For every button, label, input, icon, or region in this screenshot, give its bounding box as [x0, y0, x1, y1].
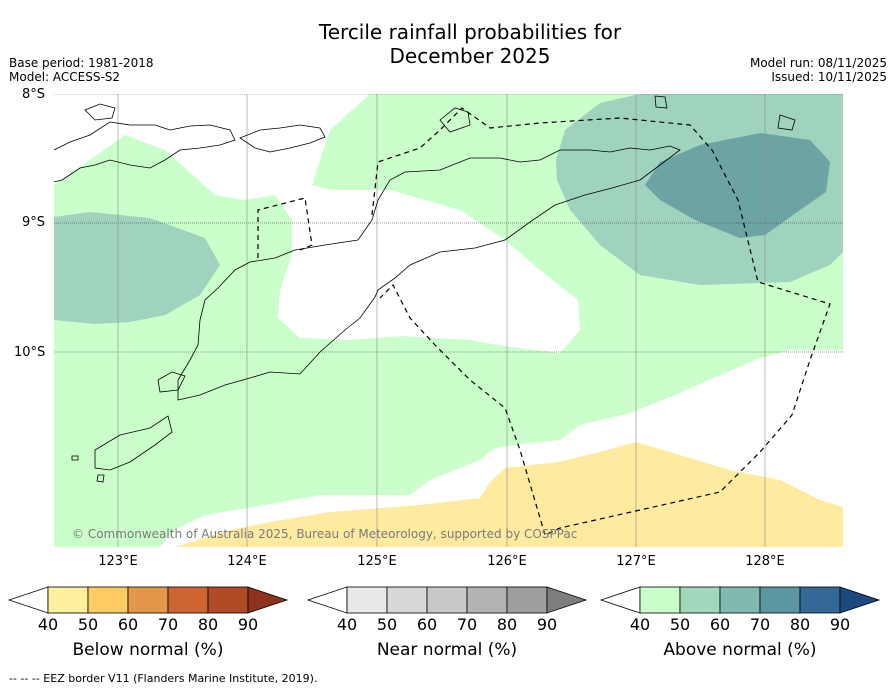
island-small-6 — [96, 474, 105, 483]
colorbar-above-normal — [599, 586, 881, 614]
cb-below-tick: 80 — [197, 615, 219, 634]
lat-label-9s: 9°S — [22, 215, 46, 230]
timor-coastline — [177, 145, 681, 401]
cb-above-tick: 60 — [709, 615, 731, 634]
lon-label-128e: 128°E — [745, 554, 785, 569]
colorbar-near-normal — [306, 586, 588, 614]
coastlines — [54, 95, 796, 483]
cb-near-tick: 60 — [416, 615, 438, 634]
lon-label-125e: 125°E — [357, 554, 397, 569]
map-canvas: © Commonwealth of Australia 2025, Bureau… — [54, 94, 843, 547]
island-small-2 — [654, 95, 668, 109]
island-small-5 — [71, 455, 79, 461]
cb-near-upper-ext — [546, 586, 588, 614]
cb-above-tick: 90 — [829, 615, 851, 634]
cb-below-tick: 50 — [77, 615, 99, 634]
island-small-1 — [84, 103, 116, 121]
rote-coastline — [157, 371, 186, 393]
cb-above-label: Above normal (%) — [663, 640, 817, 660]
flores-coastline — [54, 121, 236, 183]
cb-near-tick: 50 — [376, 615, 398, 634]
title-line-2: December 2025 — [389, 44, 551, 68]
colorbars — [7, 586, 881, 614]
meta-left: Base period: 1981-2018 Model: ACCESS-S2 — [9, 56, 154, 84]
above-normal-60-70-core — [645, 133, 830, 238]
base-period: Base period: 1981-2018 — [9, 56, 154, 70]
lon-label-127e: 127°E — [616, 554, 656, 569]
cb-below-seg-1 — [47, 586, 89, 614]
map-title: Tercile rainfall probabilities for Decem… — [0, 20, 896, 68]
lon-label-126e: 126°E — [487, 554, 527, 569]
eez-border — [257, 107, 831, 536]
cb-below-seg-5 — [207, 586, 249, 614]
cb-below-label: Below normal (%) — [72, 640, 224, 660]
cb-below-seg-4 — [167, 586, 209, 614]
island-small-4 — [439, 107, 471, 133]
cb-above-upper-ext — [839, 586, 881, 614]
cb-near-seg-3 — [426, 586, 468, 614]
island-small-3 — [777, 114, 796, 131]
cb-above-tick: 80 — [789, 615, 811, 634]
model-name: Model: ACCESS-S2 — [9, 70, 121, 84]
cb-above-tick: 70 — [749, 615, 771, 634]
cb-below-tick: 70 — [157, 615, 179, 634]
cb-near-seg-5 — [506, 586, 548, 614]
cb-below-lower-ext — [7, 586, 49, 614]
eez-footnote: -- -- -- EEZ border V11 (Flanders Marine… — [9, 672, 318, 685]
cb-near-tick: 80 — [496, 615, 518, 634]
meta-right: Model run: 08/11/2025 Issued: 10/11/2025 — [750, 56, 887, 84]
cb-below-tick: 40 — [37, 615, 59, 634]
cb-below-seg-3 — [127, 586, 169, 614]
cb-above-lower-ext — [599, 586, 641, 614]
lat-label-8s: 8°S — [22, 87, 46, 102]
colorbar-below-normal — [7, 586, 289, 614]
cb-above-tick: 50 — [669, 615, 691, 634]
cb-above-seg-3 — [719, 586, 761, 614]
cb-near-seg-2 — [386, 586, 428, 614]
cb-below-seg-2 — [87, 586, 129, 614]
lat-gridlines — [54, 94, 843, 353]
lat-label-10s: 10°S — [14, 345, 46, 360]
alor-coastline — [239, 124, 326, 153]
above-normal-50-60-left — [54, 212, 220, 324]
cb-near-label: Near normal (%) — [376, 640, 518, 660]
cb-near-tick: 70 — [456, 615, 478, 634]
cb-near-seg-4 — [466, 586, 508, 614]
cb-below-tick: 60 — [117, 615, 139, 634]
cb-above-seg-4 — [759, 586, 801, 614]
title-line-1: Tercile rainfall probabilities for — [318, 20, 622, 44]
sumba-coastline — [94, 415, 173, 471]
cb-above-seg-5 — [799, 586, 841, 614]
below-normal-40-50-region — [175, 442, 843, 547]
cb-above-seg-1 — [639, 586, 681, 614]
cb-above-tick: 40 — [629, 615, 651, 634]
lon-label-123e: 123°E — [98, 554, 138, 569]
cb-near-tick: 90 — [536, 615, 558, 634]
model-run: Model run: 08/11/2025 — [749, 56, 887, 70]
cb-below-tick: 90 — [237, 615, 259, 634]
cb-near-seg-1 — [346, 586, 388, 614]
issued-date: Issued: 10/11/2025 — [771, 70, 887, 84]
cb-near-lower-ext — [306, 586, 348, 614]
lon-label-124e: 124°E — [227, 554, 267, 569]
cb-below-upper-ext — [247, 586, 289, 614]
lon-gridlines — [117, 94, 766, 547]
copyright-text: © Commonwealth of Australia 2025, Bureau… — [72, 527, 577, 541]
cb-above-seg-2 — [679, 586, 721, 614]
cb-near-tick: 40 — [336, 615, 358, 634]
